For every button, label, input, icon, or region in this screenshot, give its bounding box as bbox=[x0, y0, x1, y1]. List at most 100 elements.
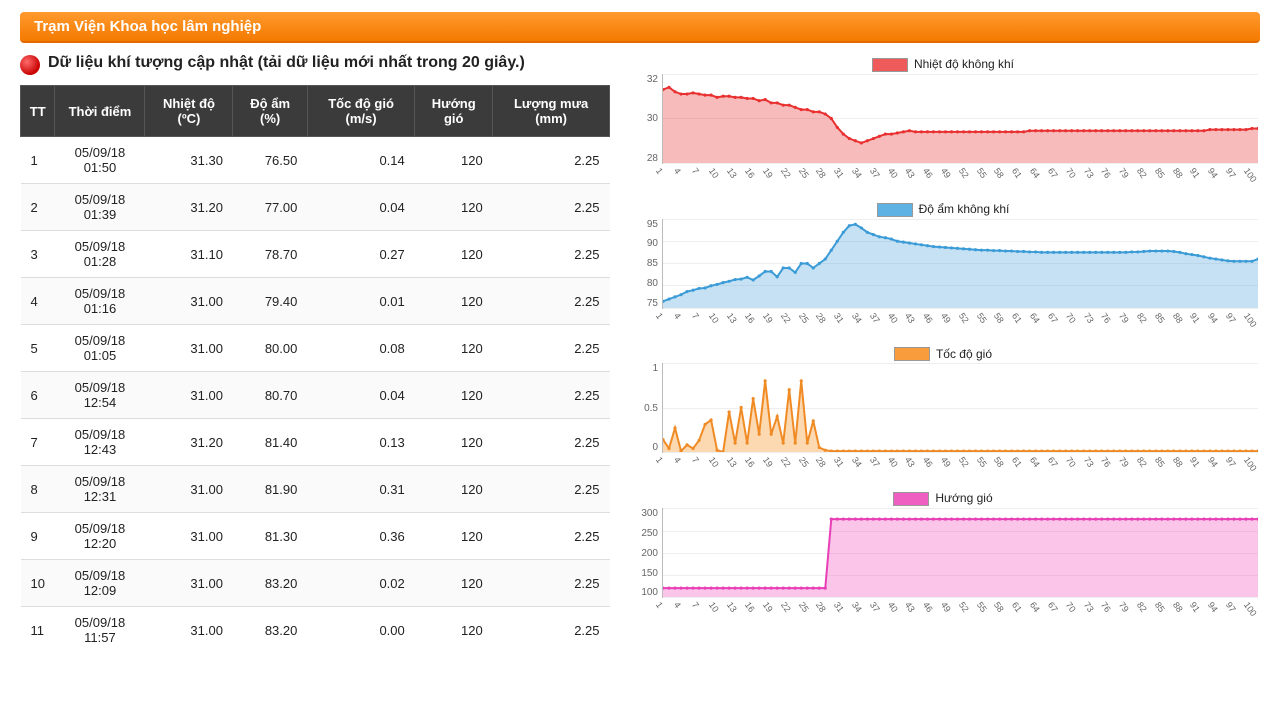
table-cell: 120 bbox=[415, 466, 493, 513]
chart-wind: Tốc độ gió10.501471013161922252831343740… bbox=[628, 347, 1258, 478]
y-axis: 323028 bbox=[628, 74, 662, 164]
table-cell: 81.90 bbox=[233, 466, 307, 513]
table-cell: 2.25 bbox=[493, 607, 610, 654]
station-header: Trạm Viện Khoa học lâm nghiệp bbox=[20, 12, 1260, 43]
table-cell: 120 bbox=[415, 137, 493, 184]
table-cell: 05/09/1801:28 bbox=[55, 231, 145, 278]
table-cell: 120 bbox=[415, 513, 493, 560]
table-cell: 0.04 bbox=[307, 372, 414, 419]
chart-legend: Nhiệt độ không khí bbox=[628, 57, 1258, 72]
table-row: 1105/09/1811:5731.0083.200.001202.25 bbox=[21, 607, 610, 654]
table-cell: 0.36 bbox=[307, 513, 414, 560]
table-cell: 120 bbox=[415, 278, 493, 325]
table-cell: 2.25 bbox=[493, 184, 610, 231]
table-cell: 05/09/1811:57 bbox=[55, 607, 145, 654]
table-cell: 2.25 bbox=[493, 560, 610, 607]
legend-label: Nhiệt độ không khí bbox=[914, 57, 1014, 71]
table-cell: 120 bbox=[415, 607, 493, 654]
table-cell: 120 bbox=[415, 419, 493, 466]
table-cell: 0.31 bbox=[307, 466, 414, 513]
table-header-6: Lượng mưa (mm) bbox=[493, 86, 610, 137]
table-cell: 0.04 bbox=[307, 184, 414, 231]
table-cell: 2.25 bbox=[493, 137, 610, 184]
table-row: 405/09/1801:1631.0079.400.011202.25 bbox=[21, 278, 610, 325]
y-axis: 300250200150100 bbox=[628, 508, 662, 598]
table-cell: 2.25 bbox=[493, 231, 610, 278]
x-axis: 1471013161922252831343740434649525558616… bbox=[662, 164, 1258, 188]
table-cell: 83.20 bbox=[233, 560, 307, 607]
table-row: 505/09/1801:0531.0080.000.081202.25 bbox=[21, 325, 610, 372]
table-cell: 2.25 bbox=[493, 372, 610, 419]
table-cell: 31.00 bbox=[145, 325, 233, 372]
y-axis: 10.50 bbox=[628, 363, 662, 453]
table-row: 605/09/1812:5431.0080.700.041202.25 bbox=[21, 372, 610, 419]
table-cell: 31.00 bbox=[145, 372, 233, 419]
table-cell: 05/09/1801:05 bbox=[55, 325, 145, 372]
table-cell: 4 bbox=[21, 278, 55, 325]
table-cell: 6 bbox=[21, 372, 55, 419]
table-cell: 78.70 bbox=[233, 231, 307, 278]
chart-legend: Độ ẩm không khí bbox=[628, 202, 1258, 217]
legend-swatch-icon bbox=[877, 203, 913, 217]
table-cell: 2.25 bbox=[493, 278, 610, 325]
table-cell: 2.25 bbox=[493, 325, 610, 372]
chart-direction: Hướng gió 3002502001501001471013161922252… bbox=[628, 491, 1258, 622]
section-title: Dữ liệu khí tượng cập nhật (tải dữ liệu … bbox=[48, 53, 525, 74]
table-cell: 8 bbox=[21, 466, 55, 513]
station-title: Trạm Viện Khoa học lâm nghiệp bbox=[34, 18, 261, 35]
table-cell: 05/09/1812:09 bbox=[55, 560, 145, 607]
legend-swatch-icon bbox=[893, 492, 929, 506]
table-cell: 120 bbox=[415, 560, 493, 607]
chart-legend: Hướng gió bbox=[628, 491, 1258, 506]
table-header-0: TT bbox=[21, 86, 55, 137]
table-cell: 3 bbox=[21, 231, 55, 278]
table-cell: 31.20 bbox=[145, 419, 233, 466]
plot-area bbox=[662, 363, 1258, 453]
table-cell: 11 bbox=[21, 607, 55, 654]
table-cell: 77.00 bbox=[233, 184, 307, 231]
table-header-2: Nhiệt độ (ºC) bbox=[145, 86, 233, 137]
table-row: 105/09/1801:5031.3076.500.141202.25 bbox=[21, 137, 610, 184]
table-row: 705/09/1812:4331.2081.400.131202.25 bbox=[21, 419, 610, 466]
table-cell: 31.00 bbox=[145, 466, 233, 513]
table-cell: 05/09/1801:50 bbox=[55, 137, 145, 184]
table-cell: 120 bbox=[415, 325, 493, 372]
live-indicator-icon bbox=[20, 55, 40, 75]
table-row: 305/09/1801:2831.1078.700.271202.25 bbox=[21, 231, 610, 278]
table-cell: 10 bbox=[21, 560, 55, 607]
table-cell: 80.70 bbox=[233, 372, 307, 419]
chart-legend: Tốc độ gió bbox=[628, 347, 1258, 362]
legend-swatch-icon bbox=[872, 58, 908, 72]
table-cell: 05/09/1801:16 bbox=[55, 278, 145, 325]
table-cell: 2.25 bbox=[493, 419, 610, 466]
table-cell: 81.40 bbox=[233, 419, 307, 466]
table-row: 905/09/1812:2031.0081.300.361202.25 bbox=[21, 513, 610, 560]
table-cell: 31.00 bbox=[145, 560, 233, 607]
table-cell: 120 bbox=[415, 372, 493, 419]
table-cell: 05/09/1801:39 bbox=[55, 184, 145, 231]
table-cell: 31.20 bbox=[145, 184, 233, 231]
table-cell: 0.14 bbox=[307, 137, 414, 184]
table-header-3: Độ ẩm (%) bbox=[233, 86, 307, 137]
plot-area bbox=[662, 508, 1258, 598]
table-cell: 0.01 bbox=[307, 278, 414, 325]
data-table: TTThời điểmNhiệt độ (ºC)Độ ẩm (%)Tốc độ … bbox=[20, 85, 610, 653]
table-cell: 31.00 bbox=[145, 607, 233, 654]
table-cell: 1 bbox=[21, 137, 55, 184]
legend-label: Hướng gió bbox=[935, 491, 992, 505]
table-cell: 83.20 bbox=[233, 607, 307, 654]
chart-temp: Nhiệt độ không khí 3230281471013161922252… bbox=[628, 57, 1258, 188]
legend-swatch-icon bbox=[894, 347, 930, 361]
table-cell: 05/09/1812:54 bbox=[55, 372, 145, 419]
table-cell: 31.10 bbox=[145, 231, 233, 278]
plot-area bbox=[662, 219, 1258, 309]
table-cell: 81.30 bbox=[233, 513, 307, 560]
x-axis: 1471013161922252831343740434649525558616… bbox=[662, 598, 1258, 622]
plot-area bbox=[662, 74, 1258, 164]
table-cell: 2.25 bbox=[493, 513, 610, 560]
table-cell: 2.25 bbox=[493, 466, 610, 513]
table-cell: 7 bbox=[21, 419, 55, 466]
table-cell: 0.13 bbox=[307, 419, 414, 466]
legend-label: Tốc độ gió bbox=[936, 347, 992, 361]
table-cell: 0.08 bbox=[307, 325, 414, 372]
